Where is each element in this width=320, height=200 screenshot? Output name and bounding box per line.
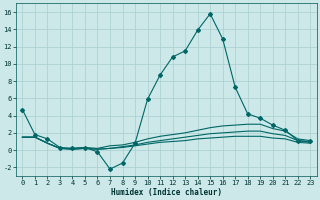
X-axis label: Humidex (Indice chaleur): Humidex (Indice chaleur) [111,188,222,197]
